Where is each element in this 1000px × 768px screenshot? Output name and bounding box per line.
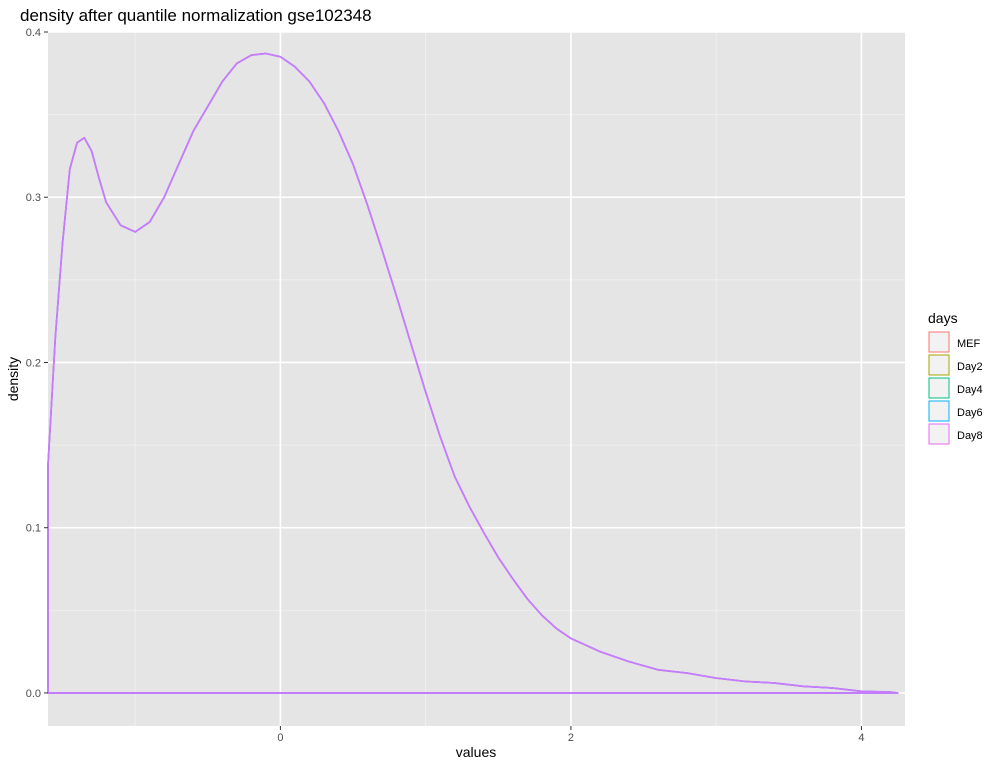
legend-label: Day2 (957, 361, 983, 373)
density-line-overlay (47, 52, 899, 694)
legend-item-mef: MEF (928, 331, 981, 353)
y-axis: 0.0 0.1 0.2 0.3 0.4 (26, 27, 48, 700)
y-tick-label: 0.1 (26, 523, 41, 535)
legend-label: MEF (957, 338, 981, 350)
x-axis: 0 2 4 (277, 726, 864, 744)
legend-key (928, 331, 950, 353)
y-axis-title: density (5, 357, 21, 401)
y-tick-label: 0.2 (26, 357, 41, 369)
legend-label: Day4 (957, 384, 983, 396)
x-tick-label: 4 (858, 732, 864, 744)
legend-item-day4: Day4 (928, 377, 983, 399)
density-series (47, 52, 899, 694)
y-tick-label: 0.0 (26, 688, 41, 700)
x-tick-label: 2 (568, 732, 574, 744)
legend-item-day8: Day8 (928, 423, 983, 445)
legend-item-day2: Day2 (928, 354, 983, 376)
y-tick-label: 0.4 (26, 27, 41, 39)
legend-label: Day6 (957, 407, 983, 419)
legend: days MEF Day2 Day4 Day6 Day8 (928, 310, 983, 445)
legend-title: days (928, 310, 958, 326)
x-tick-label: 0 (277, 732, 283, 744)
chart-title: density after quantile normalization gse… (20, 6, 372, 25)
legend-key (928, 400, 950, 422)
legend-key (928, 354, 950, 376)
y-tick-label: 0.3 (26, 192, 41, 204)
plot-panel (48, 32, 905, 726)
legend-item-day6: Day6 (928, 400, 983, 422)
x-axis-title: values (456, 744, 496, 760)
legend-label: Day8 (957, 430, 983, 442)
legend-key (928, 423, 950, 445)
legend-key (928, 377, 950, 399)
